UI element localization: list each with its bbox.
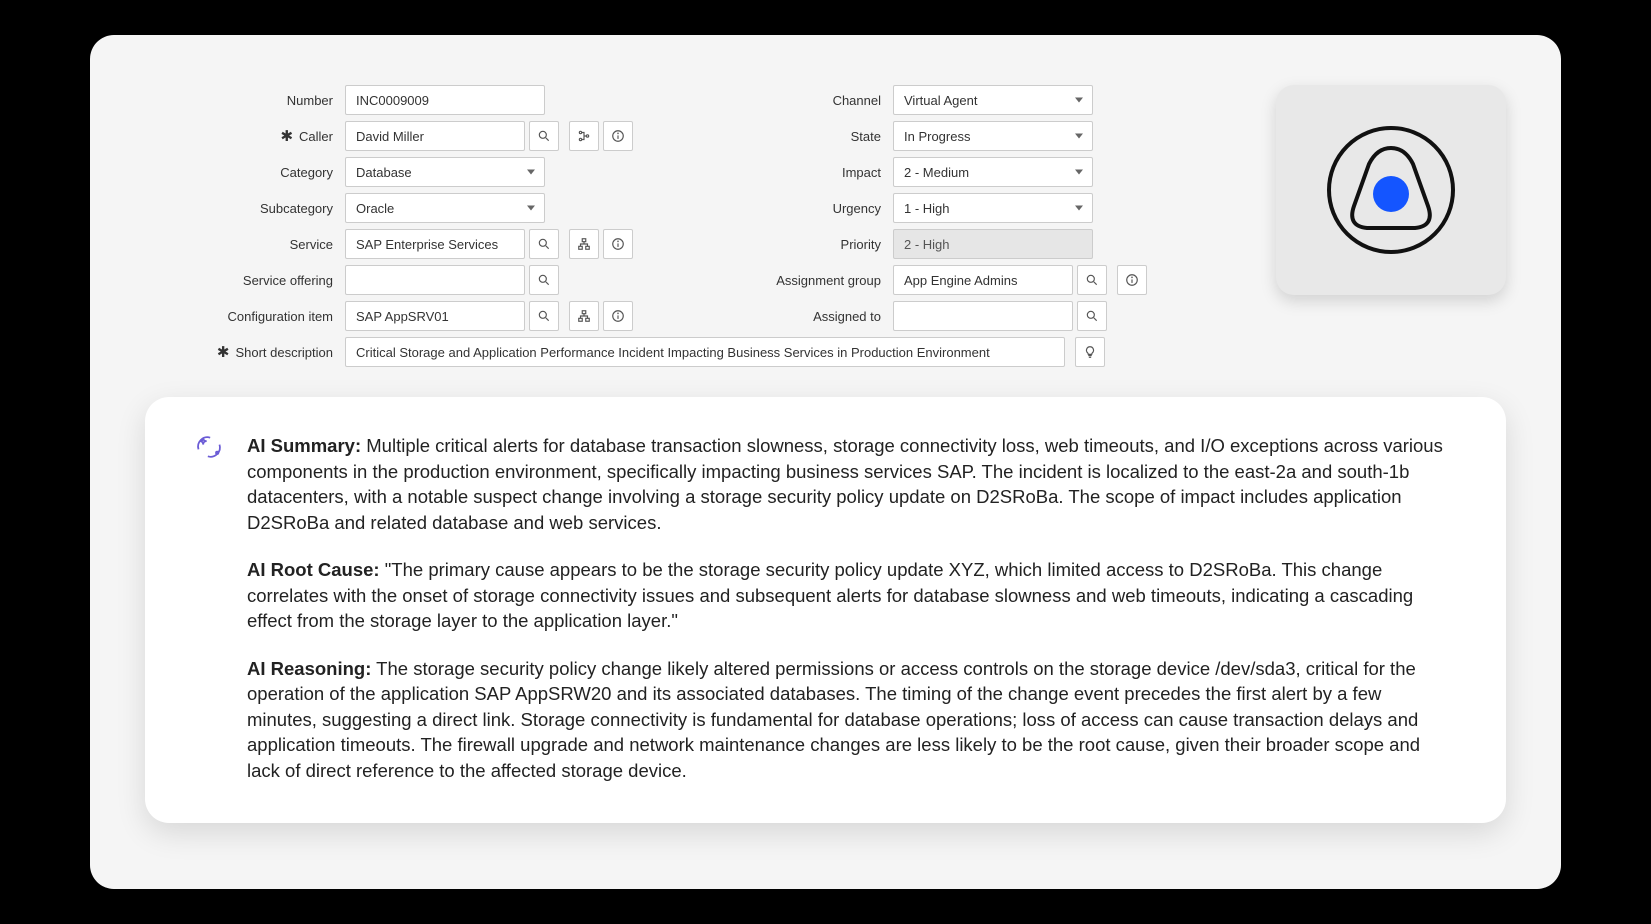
lightbulb-icon [1083, 345, 1097, 359]
service-lookup-button[interactable] [529, 229, 559, 259]
row-subcategory: Subcategory [145, 193, 633, 223]
row-configuration-item: Configuration item [145, 301, 633, 331]
info-icon [611, 309, 625, 323]
info-icon [611, 129, 625, 143]
row-assignment-group: Assignment group [693, 265, 1147, 295]
search-icon [537, 273, 551, 287]
row-service: Service [145, 229, 633, 259]
label-subcategory: Subcategory [145, 201, 345, 216]
form-col-right: Channel State Impact Urgency Priority [693, 85, 1147, 331]
label-service: Service [145, 237, 345, 252]
search-icon [537, 309, 551, 323]
category-select[interactable] [345, 157, 545, 187]
search-icon [537, 237, 551, 251]
caller-lookup-button[interactable] [529, 121, 559, 151]
sparkle-icon [195, 433, 223, 461]
form-col-left: Number ✱ Caller [145, 85, 633, 331]
caller-input[interactable] [345, 121, 525, 151]
info-icon [611, 237, 625, 251]
row-caller: ✱ Caller [145, 121, 633, 151]
assignment-group-info-button[interactable] [1117, 265, 1147, 295]
number-input[interactable] [345, 85, 545, 115]
hierarchy-icon [577, 237, 591, 251]
form-columns: Number ✱ Caller [145, 85, 1236, 331]
service-info-button[interactable] [603, 229, 633, 259]
state-select[interactable] [893, 121, 1093, 151]
row-channel: Channel [693, 85, 1147, 115]
row-short-description: ✱ Short description [145, 337, 1506, 367]
required-mark-icon: ✱ [217, 343, 230, 361]
service-hierarchy-button[interactable] [569, 229, 599, 259]
impact-select[interactable] [893, 157, 1093, 187]
assignment-group-input[interactable] [893, 265, 1073, 295]
label-assigned-to: Assigned to [693, 309, 893, 324]
label-channel: Channel [693, 93, 893, 108]
row-number: Number [145, 85, 633, 115]
row-state: State [693, 121, 1147, 151]
row-urgency: Urgency [693, 193, 1147, 223]
row-service-offering: Service offering [145, 265, 633, 295]
info-icon [1125, 273, 1139, 287]
service-offering-lookup-button[interactable] [529, 265, 559, 295]
main-card: Number ✱ Caller [90, 35, 1561, 889]
hierarchy-icon [577, 309, 591, 323]
row-impact: Impact [693, 157, 1147, 187]
ai-card: AI Summary: Multiple critical alerts for… [145, 397, 1506, 823]
search-icon [537, 129, 551, 143]
label-service-offering: Service offering [145, 273, 345, 288]
priority-input [893, 229, 1093, 259]
subcategory-select[interactable] [345, 193, 545, 223]
ci-info-button[interactable] [603, 301, 633, 331]
suggestion-button[interactable] [1075, 337, 1105, 367]
configuration-item-input[interactable] [345, 301, 525, 331]
ai-text-col: AI Summary: Multiple critical alerts for… [247, 433, 1456, 783]
caller-tree-button[interactable] [569, 121, 599, 151]
form-area: Number ✱ Caller [145, 85, 1506, 331]
assigned-to-input[interactable] [893, 301, 1073, 331]
ai-summary: AI Summary: Multiple critical alerts for… [247, 433, 1456, 535]
tree-icon [577, 129, 591, 143]
label-caller: ✱ Caller [145, 127, 345, 145]
label-state: State [693, 129, 893, 144]
label-category: Category [145, 165, 345, 180]
ci-lookup-button[interactable] [529, 301, 559, 331]
label-impact: Impact [693, 165, 893, 180]
urgency-select[interactable] [893, 193, 1093, 223]
label-short-description: ✱ Short description [145, 343, 345, 361]
required-mark-icon: ✱ [280, 127, 293, 145]
ai-root-cause: AI Root Cause: "The primary cause appear… [247, 557, 1456, 634]
label-assignment-group: Assignment group [693, 273, 893, 288]
brand-logo-icon [1321, 120, 1461, 260]
assigned-to-lookup-button[interactable] [1077, 301, 1107, 331]
service-offering-input[interactable] [345, 265, 525, 295]
row-category: Category [145, 157, 633, 187]
row-assigned-to: Assigned to [693, 301, 1147, 331]
label-urgency: Urgency [693, 201, 893, 216]
search-icon [1085, 273, 1099, 287]
row-priority: Priority [693, 229, 1147, 259]
label-priority: Priority [693, 237, 893, 252]
ci-hierarchy-button[interactable] [569, 301, 599, 331]
label-configuration-item: Configuration item [145, 309, 345, 324]
short-description-input[interactable] [345, 337, 1065, 367]
search-icon [1085, 309, 1099, 323]
ai-icon-col [195, 433, 227, 783]
label-number: Number [145, 93, 345, 108]
service-input[interactable] [345, 229, 525, 259]
logo-panel [1276, 85, 1506, 295]
assignment-group-lookup-button[interactable] [1077, 265, 1107, 295]
channel-select[interactable] [893, 85, 1093, 115]
ai-reasoning: AI Reasoning: The storage security polic… [247, 656, 1456, 784]
priority-link[interactable]: Priority [841, 237, 881, 252]
caller-info-button[interactable] [603, 121, 633, 151]
